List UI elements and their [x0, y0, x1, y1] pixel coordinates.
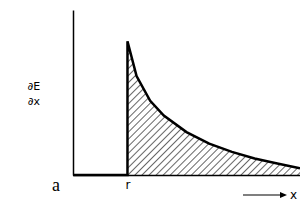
- y-label: ∂E∂x: [28, 80, 41, 108]
- x-tick: r: [126, 175, 131, 192]
- chart: r ∂E∂x x a: [0, 0, 300, 209]
- curve: [73, 41, 300, 175]
- area: [73, 41, 300, 175]
- annotation: a: [52, 175, 60, 195]
- x-axis: r: [74, 175, 300, 192]
- y-axis: [73, 11, 74, 176]
- plot: r: [73, 11, 300, 192]
- x-arrow-head: [280, 192, 287, 198]
- x-axis-line: [74, 175, 300, 177]
- marks: [73, 41, 300, 175]
- x-tick-label: r: [126, 178, 131, 192]
- x-label: x: [290, 188, 297, 202]
- y-axis-line: [73, 11, 75, 176]
- x-arrow: [243, 194, 280, 195]
